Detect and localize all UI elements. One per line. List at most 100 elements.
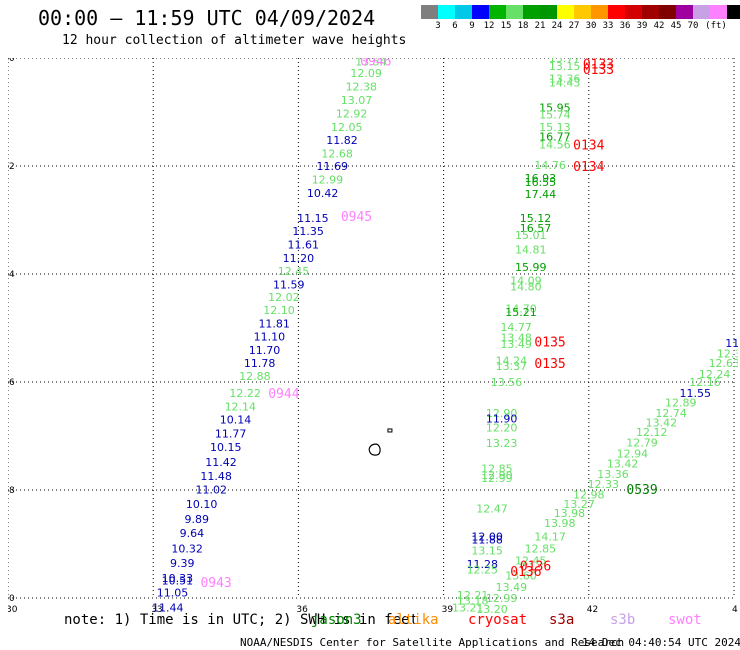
page-subtitle: 12 hour collection of altimeter wave hei…	[62, 33, 407, 48]
wave-height-label: 12.68	[321, 148, 353, 161]
wave-height-label: 10.42	[307, 187, 339, 200]
wave-height-label: 14.77	[500, 321, 532, 334]
y-tick-label: -40	[8, 58, 15, 64]
x-tick-label: 30	[8, 605, 18, 615]
wave-height-label: 17.44	[525, 188, 557, 201]
colorbar-label: 6	[452, 21, 458, 31]
pass-time-label: 0133	[583, 63, 614, 78]
colorbar-label: 9	[469, 21, 475, 31]
wave-height-label: 13.20	[476, 603, 508, 616]
wave-height-label: 14.81	[515, 244, 547, 257]
wave-height-label: 12.21	[457, 589, 489, 602]
wave-height-label: 9.39	[170, 557, 195, 570]
colorbar-label: 45	[670, 21, 682, 31]
satellite-legend-s3b: s3b	[610, 612, 636, 628]
y-tick-label: -44	[8, 270, 15, 280]
colorbar-swatch	[489, 5, 506, 19]
wave-height-label: 13.37	[496, 360, 528, 373]
wave-height-label: 11.15	[297, 212, 329, 225]
colorbar-label: 42	[653, 21, 665, 31]
wave-height-label: 15.12	[520, 212, 552, 225]
colorbar-label: 12	[483, 21, 495, 31]
wave-height-label: 11.42	[205, 456, 237, 469]
wave-height-label: 11.90	[486, 413, 518, 426]
wave-height-label: 14.76	[534, 159, 566, 172]
colorbar-label: 70	[687, 21, 699, 31]
colorbar-swatch	[625, 5, 642, 19]
colorbar-label: 30	[585, 21, 597, 31]
wave-height-label: 13.56	[491, 376, 523, 389]
colorbar-swatch	[540, 5, 557, 19]
satellite-legend-jason3: jason3	[311, 612, 362, 628]
pass-time-label: 0946	[360, 58, 391, 70]
wave-height-label: 15.21	[505, 306, 537, 319]
wave-height-label: 10.33	[162, 572, 194, 585]
wave-height-label: 15.74	[539, 109, 571, 122]
wave-height-label: 14.80	[510, 280, 542, 293]
island-outline	[368, 443, 381, 456]
pass-time-label: 0134	[573, 138, 604, 153]
colorbar-swatch	[557, 5, 574, 19]
wave-height-label: 12.45	[278, 265, 310, 278]
wave-height-label: 14.43	[549, 76, 581, 89]
satellite-legend-cryosat: cryosat	[468, 612, 528, 628]
pass-time-label: 0135	[534, 336, 565, 351]
satellite-legend-swot: swot	[668, 612, 702, 628]
generated-timestamp: 14 Dec 04:40:54 UTC 2024	[582, 636, 740, 649]
wave-height-label: 13.15	[549, 60, 581, 73]
wave-height-label: 13.60	[505, 569, 537, 582]
colorbar-swatch	[421, 5, 438, 19]
pass-time-label: 0945	[341, 210, 372, 225]
wave-height-label: 16.77	[539, 130, 571, 143]
wave-height-label: 12.85	[525, 542, 557, 555]
footer-note: note: 1) Time is in UTC; 2) SWH is in fe…	[64, 612, 419, 628]
wave-height-label: 12.47	[476, 502, 508, 515]
wave-height-label: 11.05	[157, 587, 189, 600]
colorbar-label: 21	[534, 21, 546, 31]
colorbar-swatch	[659, 5, 676, 19]
wave-height-label: 12.90	[481, 469, 513, 482]
wave-height-label: 12.89	[665, 397, 697, 410]
colorbar-labels: 3 6 9 12 15 18 21 24 27 30 33 36 39 42 45 70 (ft)	[421, 21, 740, 33]
wave-height-label: 12.99	[481, 472, 513, 485]
wave-height-label: 12.22	[229, 387, 261, 400]
wave-height-label: 10.32	[171, 542, 203, 555]
wave-height-label: 11.10	[254, 331, 286, 344]
y-tick-label: -46	[8, 378, 15, 388]
colorbar-label: 36	[619, 21, 631, 31]
wave-height-label: 12.09	[350, 67, 382, 80]
wave-height-label: 15.13	[539, 121, 571, 134]
wave-height-label: 12.98	[573, 488, 605, 501]
wave-height-label: 12.33	[588, 478, 620, 491]
colorbar-swatch	[727, 5, 740, 19]
y-tick-label: -42	[8, 162, 15, 172]
wave-height-label: 10.51	[162, 575, 194, 588]
wave-height-label: 11.61	[287, 238, 319, 251]
wave-height-label: 12.74	[655, 407, 687, 420]
wave-height-label: 10.15	[210, 441, 242, 454]
colorbar-swatch	[642, 5, 659, 19]
wave-height-label: 13.15	[471, 544, 503, 557]
wave-height-label: 11.	[725, 337, 738, 350]
wave-height-label: 13.18	[457, 595, 489, 608]
wave-height-label: 16.55	[525, 176, 557, 189]
wave-height-label: 11.35	[292, 225, 324, 238]
wave-height-label: 13.54	[355, 58, 387, 68]
pass-time-label: 0135	[534, 357, 565, 372]
wave-height-label: 13.36	[549, 73, 581, 86]
x-tick-label: 39	[442, 605, 454, 615]
wave-height-label: 12.25	[467, 563, 499, 576]
wave-height-label: 12.02	[268, 291, 300, 304]
wave-height-label: 13.98	[554, 507, 586, 520]
wave-height-label: 13.21	[452, 602, 484, 615]
wave-height-label: 12.99	[486, 592, 518, 605]
wave-height-label: 11.77	[215, 427, 247, 440]
colorbar-label: 24	[551, 21, 563, 31]
wave-height-label: 9.64	[180, 527, 205, 540]
colorbar-swatch	[574, 5, 591, 19]
wave-height-label: 14.70	[505, 303, 537, 316]
wave-height-label: 13.23	[486, 437, 518, 450]
wave-height-label: 11.59	[273, 278, 305, 291]
wave-height-label: 11.82	[326, 134, 358, 147]
